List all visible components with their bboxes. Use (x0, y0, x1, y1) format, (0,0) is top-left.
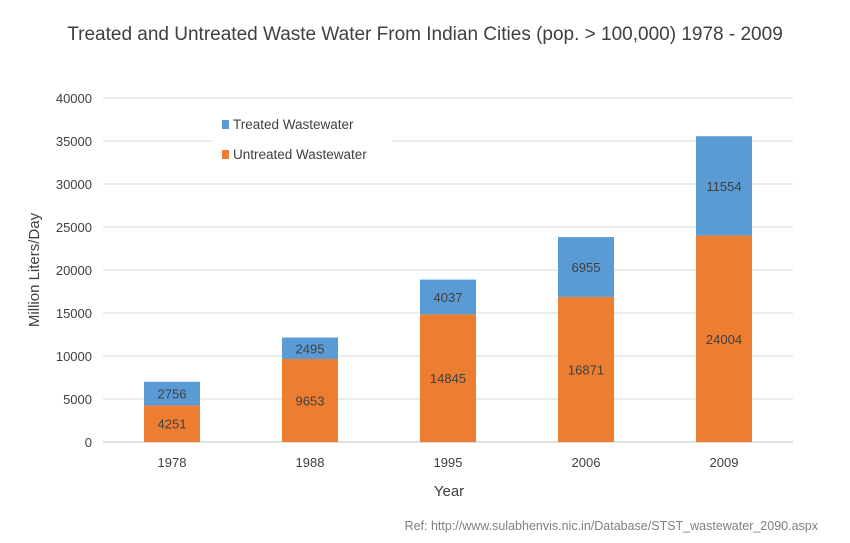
x-tick-label: 1978 (158, 455, 187, 470)
y-tick-label: 15000 (56, 306, 92, 321)
y-tick-label: 10000 (56, 349, 92, 364)
bar-treated (282, 337, 338, 359)
bar-treated (696, 136, 752, 236)
x-tick-label: 2006 (572, 455, 601, 470)
data-label: 2495 (296, 341, 325, 356)
bar-treated (420, 279, 476, 315)
y-axis-label: Million Liters/Day (26, 212, 43, 327)
y-tick-label: 20000 (56, 263, 92, 278)
x-tick-label: 1988 (296, 455, 325, 470)
bar-treated (558, 237, 614, 297)
x-tick-label: 1995 (434, 455, 463, 470)
data-label: 9653 (296, 393, 325, 408)
bar-untreated (696, 235, 752, 442)
data-label: 11554 (706, 179, 741, 194)
reference-footnote: Ref: http://www.sulabhenvis.nic.in/Datab… (405, 519, 819, 533)
legend-label: Untreated Wastewater (233, 147, 367, 162)
data-label: 2756 (158, 387, 187, 402)
bar-treated (144, 381, 200, 406)
legend-swatch (222, 150, 229, 159)
bar-untreated (420, 314, 476, 442)
data-label: 6955 (572, 260, 601, 275)
data-label: 14845 (430, 371, 466, 386)
y-tick-label: 25000 (56, 220, 92, 235)
x-tick-label: 2009 (710, 455, 739, 470)
data-label: 4037 (434, 290, 463, 305)
y-tick-label: 40000 (56, 91, 92, 106)
data-label: 4251 (158, 417, 187, 432)
y-tick-label: 35000 (56, 134, 92, 149)
data-label: 16871 (568, 362, 604, 377)
legend-swatch (222, 120, 229, 129)
data-label: 24004 (706, 332, 742, 347)
legend-box (212, 110, 392, 172)
chart-title: Treated and Untreated Waste Water From I… (67, 24, 783, 45)
bar-untreated (558, 296, 614, 442)
bar-untreated (144, 405, 200, 442)
bar-untreated (282, 358, 338, 442)
y-tick-label: 5000 (63, 392, 92, 407)
y-tick-label: 30000 (56, 177, 92, 192)
y-tick-label: 0 (85, 435, 92, 450)
legend-label: Treated Wastewater (233, 117, 354, 132)
x-axis-label: Year (434, 483, 464, 500)
